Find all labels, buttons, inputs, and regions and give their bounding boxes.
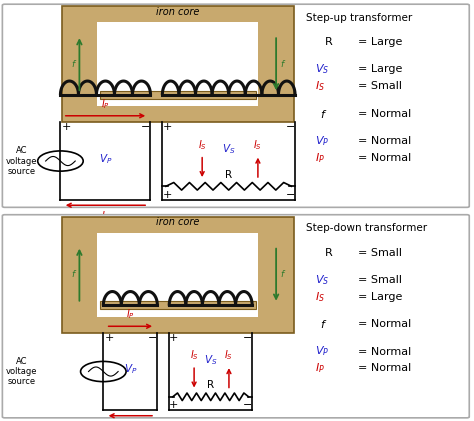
Text: = Large: = Large [358,292,402,302]
Text: $I_P$: $I_P$ [101,209,110,223]
Text: −: − [148,333,157,343]
Text: $I_S$: $I_S$ [198,138,207,152]
Text: $V_P$: $V_P$ [315,345,329,358]
Text: +: + [62,123,71,132]
Text: +: + [104,333,114,343]
Text: −: − [141,123,150,132]
Text: $V_S$: $V_S$ [204,353,218,367]
Text: = Small: = Small [358,81,402,91]
Bar [62,6,294,122]
Bar [100,301,256,309]
Text: $I_P$: $I_P$ [126,307,135,321]
Text: R: R [325,248,332,258]
Text: −: − [243,400,252,410]
Text: iron core: iron core [156,217,200,227]
Text: $V_S$: $V_S$ [222,143,236,156]
Text: $I_P$: $I_P$ [101,97,110,110]
Text: $f$: $f$ [320,318,327,330]
Text: −: − [286,123,295,132]
Text: Step-up transformer: Step-up transformer [306,13,412,23]
Bar [100,91,256,99]
Text: AC
voltage
source: AC voltage source [6,146,37,176]
Text: +: + [163,190,172,200]
Text: $I_S$: $I_S$ [254,138,263,152]
Text: $V_P$: $V_P$ [124,362,137,376]
Text: +: + [169,400,179,410]
Text: $I_P$: $I_P$ [315,362,325,375]
Text: iron core: iron core [156,7,200,16]
Text: = Large: = Large [358,64,402,75]
Text: $I_S$: $I_S$ [315,80,325,93]
Text: +: + [169,333,179,343]
Text: = Normal: = Normal [358,136,411,146]
FancyBboxPatch shape [2,4,469,207]
Text: Step-down transformer: Step-down transformer [306,223,427,233]
Text: $I_P$: $I_P$ [315,151,325,165]
Text: $f$: $f$ [320,108,327,120]
Text: = Normal: = Normal [358,346,411,357]
Text: f: f [281,270,284,279]
Text: R: R [207,381,214,391]
Text: $V_P$: $V_P$ [99,152,112,166]
Text: $I_S$: $I_S$ [315,290,325,304]
Text: +: + [163,123,172,132]
Text: = Normal: = Normal [358,319,411,329]
Text: $V_S$: $V_S$ [315,63,329,76]
Text: f: f [72,60,75,69]
Text: $V_P$: $V_P$ [315,134,329,148]
Text: $I_P$: $I_P$ [126,420,135,421]
Bar [97,232,258,317]
Text: = Normal: = Normal [358,153,411,163]
Text: $I_S$: $I_S$ [225,348,233,362]
Text: = Large: = Large [358,37,402,47]
Text: $I_S$: $I_S$ [190,348,199,362]
Text: f: f [72,270,75,279]
Text: = Normal: = Normal [358,363,411,373]
FancyBboxPatch shape [2,215,469,418]
Text: R: R [325,37,332,47]
Text: R: R [225,170,232,180]
Bar [97,22,258,106]
Text: $V_S$: $V_S$ [315,273,329,287]
Text: = Small: = Small [358,275,402,285]
Text: f: f [281,60,284,69]
Text: −: − [286,190,295,200]
Text: −: − [243,333,252,343]
Text: = Small: = Small [358,248,402,258]
Bar [62,217,294,333]
Text: = Normal: = Normal [358,109,411,119]
Text: AC
voltage
source: AC voltage source [6,357,37,386]
